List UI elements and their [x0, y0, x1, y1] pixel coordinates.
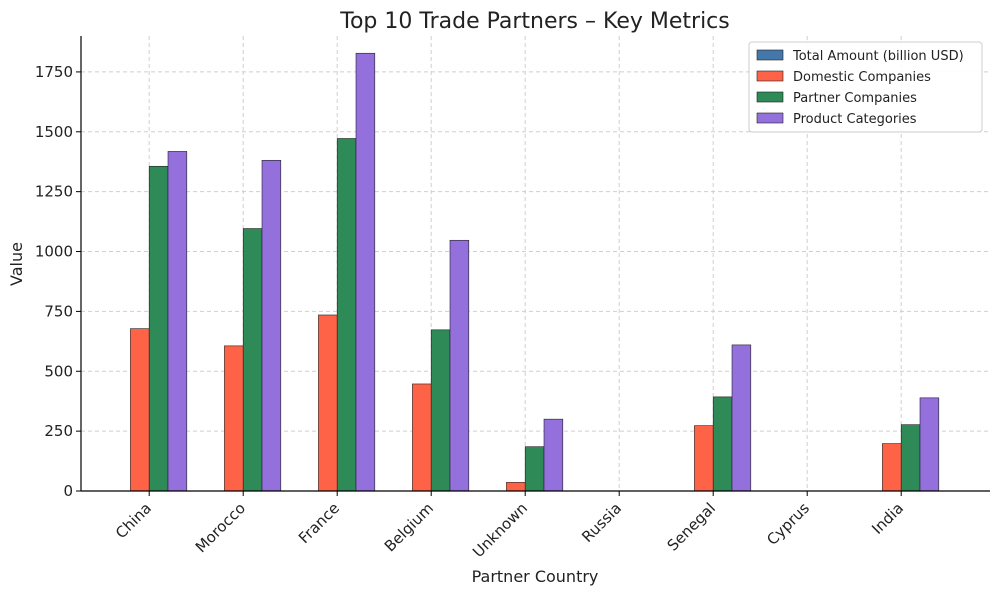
- bar: [430, 329, 451, 492]
- bar: [524, 446, 545, 492]
- legend-label: Domestic Companies: [793, 70, 931, 85]
- chart-title: Top 10 Trade Partners – Key Metrics: [339, 9, 729, 34]
- y-tick-label: 250: [44, 422, 73, 440]
- bar: [412, 383, 432, 492]
- x-tick-label: Cyprus: [763, 499, 813, 549]
- x-tick-label: Belgium: [381, 499, 437, 555]
- y-ticks: 0 250 500 750 1000 1250 1500 1750: [35, 63, 81, 500]
- bar: [130, 328, 150, 492]
- x-tick-label: India: [868, 499, 907, 538]
- bar: [449, 239, 470, 492]
- x-axis-label: Partner Country: [472, 567, 599, 586]
- bar: [694, 425, 714, 492]
- bar: [318, 314, 338, 492]
- x-tick-label: Unknown: [469, 499, 531, 561]
- bar: [712, 396, 733, 492]
- y-tick-label: 0: [63, 482, 73, 500]
- bar: [242, 228, 263, 492]
- y-tick-label: 1500: [35, 123, 73, 141]
- legend-swatch: [756, 70, 784, 82]
- y-tick-label: 1750: [35, 63, 73, 81]
- y-axis-label: Value: [7, 242, 26, 286]
- bar: [900, 424, 921, 492]
- x-tick-label: Morocco: [192, 499, 249, 556]
- bar: [167, 151, 188, 492]
- legend-label: Total Amount (billion USD): [792, 49, 964, 64]
- y-tick-label: 500: [44, 362, 73, 380]
- x-tick-label: Russia: [578, 499, 625, 546]
- x-tick-label: France: [295, 499, 343, 547]
- bar: [148, 165, 169, 492]
- bar: [506, 482, 526, 492]
- bar: [224, 345, 244, 492]
- x-tick-label: Senegal: [664, 499, 719, 554]
- bar: [336, 138, 357, 492]
- legend-box: [748, 41, 983, 133]
- bars: [130, 52, 940, 492]
- legend-swatch: [756, 112, 784, 124]
- bar: [261, 159, 282, 492]
- legend-label: Product Categories: [793, 112, 917, 127]
- bar: [543, 418, 564, 492]
- legend-swatch: [756, 91, 784, 103]
- bar: [731, 344, 752, 492]
- axes: [80, 36, 990, 492]
- legend: Total Amount (billion USD) Domestic Compa…: [748, 41, 983, 133]
- bar: [919, 397, 940, 492]
- x-ticks: China Morocco France Belgium Unknown Russia Se…: [112, 491, 907, 561]
- y-tick-label: 1250: [35, 183, 73, 201]
- bar: [355, 52, 376, 492]
- x-tick-label: China: [112, 499, 155, 542]
- y-tick-label: 750: [44, 302, 73, 320]
- y-tick-label: 1000: [35, 243, 73, 261]
- legend-label: Partner Companies: [793, 91, 917, 106]
- legend-swatch: [756, 49, 784, 61]
- bar: [882, 443, 902, 492]
